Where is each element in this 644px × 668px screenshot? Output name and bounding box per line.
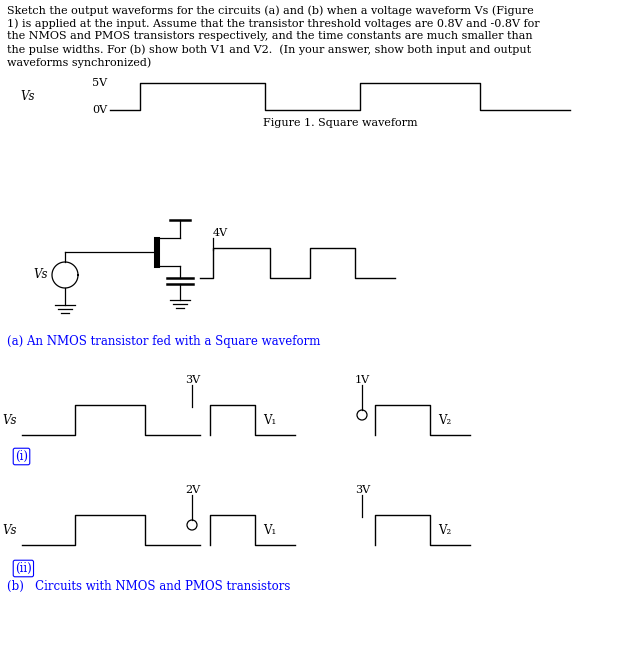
Text: V₁: V₁ xyxy=(263,524,277,536)
Text: 0V: 0V xyxy=(92,105,107,115)
Text: 4V: 4V xyxy=(213,228,228,238)
Text: the pulse widths. For (b) show both V1 and V2.  (In your answer, show both input: the pulse widths. For (b) show both V1 a… xyxy=(7,44,531,55)
Text: (a) An NMOS transistor fed with a Square waveform: (a) An NMOS transistor fed with a Square… xyxy=(7,335,320,348)
Text: Vs: Vs xyxy=(3,524,17,536)
Text: 1) is applied at the input. Assume that the transistor threshold voltages are 0.: 1) is applied at the input. Assume that … xyxy=(7,18,540,29)
Text: Vs: Vs xyxy=(21,90,35,102)
Text: the NMOS and PMOS transistors respectively, and the time constants are much smal: the NMOS and PMOS transistors respective… xyxy=(7,31,533,41)
Text: waveforms synchronized): waveforms synchronized) xyxy=(7,57,151,67)
Text: Vs: Vs xyxy=(3,413,17,426)
Text: (i): (i) xyxy=(15,450,28,463)
Text: Vs: Vs xyxy=(33,269,48,281)
Text: 1V: 1V xyxy=(355,375,370,385)
Text: (b)   Circuits with NMOS and PMOS transistors: (b) Circuits with NMOS and PMOS transist… xyxy=(7,580,290,593)
Text: (ii): (ii) xyxy=(15,562,32,575)
Text: 5V: 5V xyxy=(92,78,107,88)
Text: Sketch the output waveforms for the circuits (a) and (b) when a voltage waveform: Sketch the output waveforms for the circ… xyxy=(7,5,534,15)
Text: V₂: V₂ xyxy=(439,524,451,536)
Text: 2V: 2V xyxy=(185,485,200,495)
Text: 3V: 3V xyxy=(355,485,370,495)
Text: V₂: V₂ xyxy=(439,413,451,426)
Text: 3V: 3V xyxy=(185,375,200,385)
Text: V₁: V₁ xyxy=(263,413,277,426)
Text: Figure 1. Square waveform: Figure 1. Square waveform xyxy=(263,118,417,128)
